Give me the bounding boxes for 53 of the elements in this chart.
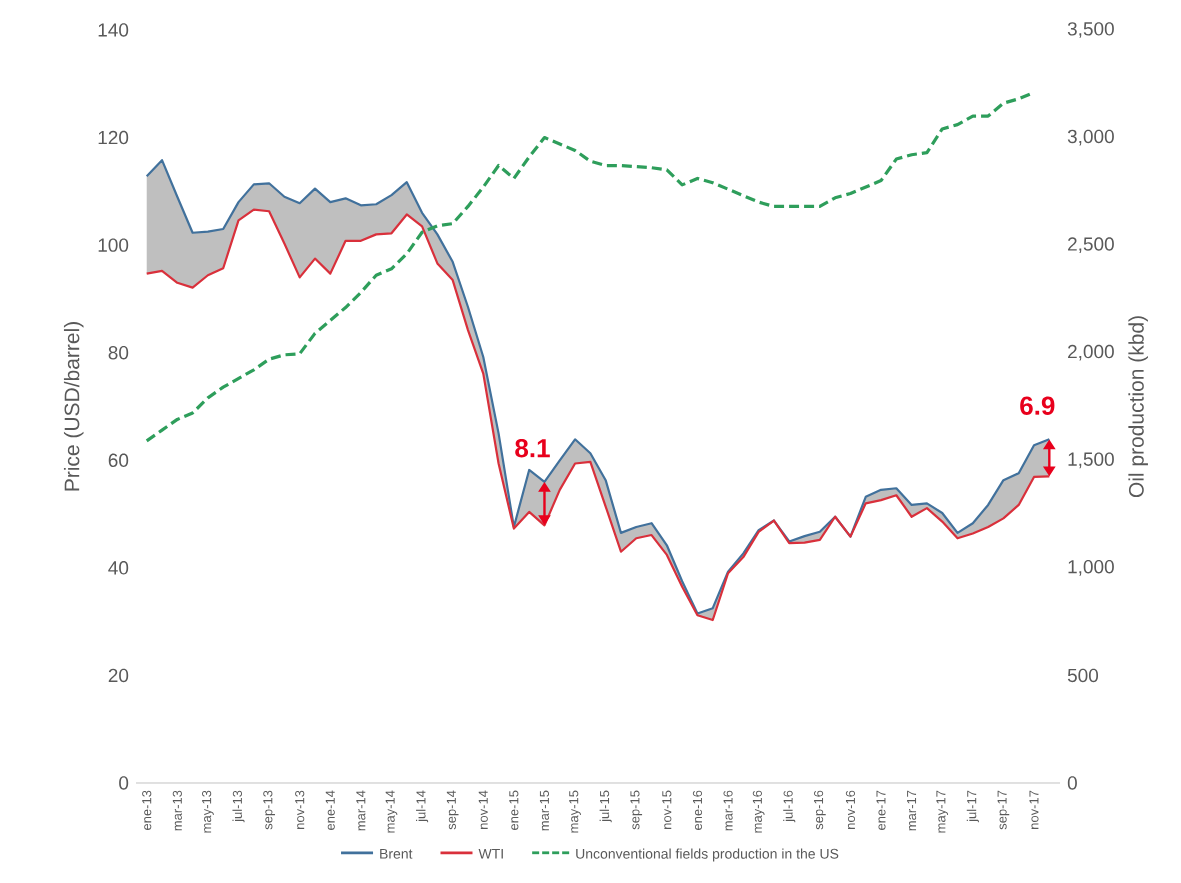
x-tick-label: sep-13 (263, 790, 275, 830)
x-tick-label: may-17 (936, 790, 949, 833)
x-tick-label: ene-14 (325, 790, 335, 830)
annotation: 6.9 (1020, 396, 1055, 415)
x-tick-label: ene-17 (876, 790, 886, 830)
annotation: 8.1 (515, 438, 550, 458)
x-tick-label: mar-15 (539, 790, 549, 831)
x-tick-label: jul-13 (232, 790, 245, 823)
legend-label: Unconventional fields production in the US (576, 848, 839, 862)
y-tick-label: 60 (108, 453, 129, 468)
x-tick-label: nov-13 (295, 790, 305, 829)
x-tick-label: sep-14 (446, 790, 459, 830)
x-tick-label: mar-13 (172, 790, 182, 831)
y2-tick-label: 500 (1067, 668, 1099, 683)
y2-axis-title: Oil production (kbd) (1128, 316, 1148, 498)
x-tick-label: nov-17 (1029, 790, 1039, 829)
x-tick-label: mar-17 (907, 790, 917, 831)
x-tick-label: nov-14 (478, 790, 488, 829)
x-tick-label: mar-16 (723, 790, 733, 831)
x-tick-label: jul-16 (783, 790, 796, 823)
x-tick-label: sep-15 (630, 790, 643, 830)
x-tick-label: ene-16 (692, 790, 703, 830)
x-tick-label: ene-13 (142, 790, 152, 830)
x-tick-label: may-15 (569, 790, 581, 833)
x-tick-label: may-14 (385, 790, 398, 833)
x-tick-label: sep-17 (997, 790, 1010, 830)
y2-tick-label: 1,500 (1068, 452, 1114, 469)
y2-tick-label: 2,000 (1068, 344, 1114, 361)
x-tick-label: nov-16 (845, 790, 856, 829)
x-tick-label: nov-15 (662, 790, 672, 829)
y2-tick-label: 3,000 (1067, 129, 1114, 146)
x-tick-label: jul-17 (966, 790, 979, 823)
y-axis-title: Price (USD/barrel) (63, 322, 84, 491)
x-tick-label: may-13 (202, 790, 214, 833)
legend-label: WTI (478, 848, 503, 859)
y-tick-label: 100 (98, 238, 129, 252)
y2-tick-label: 2,500 (1068, 237, 1114, 253)
y-tick-label: 0 (119, 776, 129, 790)
x-tick-label: sep-16 (813, 790, 826, 830)
y-tick-label: 120 (98, 130, 129, 145)
y-tick-label: 140 (98, 23, 129, 37)
x-tick-label: ene-15 (509, 790, 519, 830)
y2-tick-label: 1,000 (1068, 560, 1114, 576)
y-tick-label: 20 (108, 668, 129, 683)
x-tick-label: jul-14 (416, 790, 429, 823)
x-tick-label: jul-15 (599, 790, 612, 823)
y2-tick-label: 3,500 (1067, 22, 1114, 38)
x-tick-label: mar-14 (356, 790, 366, 831)
x-tick-label: may-16 (752, 790, 765, 833)
legend-label: Brent (380, 848, 413, 859)
y-tick-label: 80 (108, 345, 129, 360)
y2-tick-label: 0 (1067, 776, 1077, 790)
y-tick-label: 40 (108, 561, 129, 575)
